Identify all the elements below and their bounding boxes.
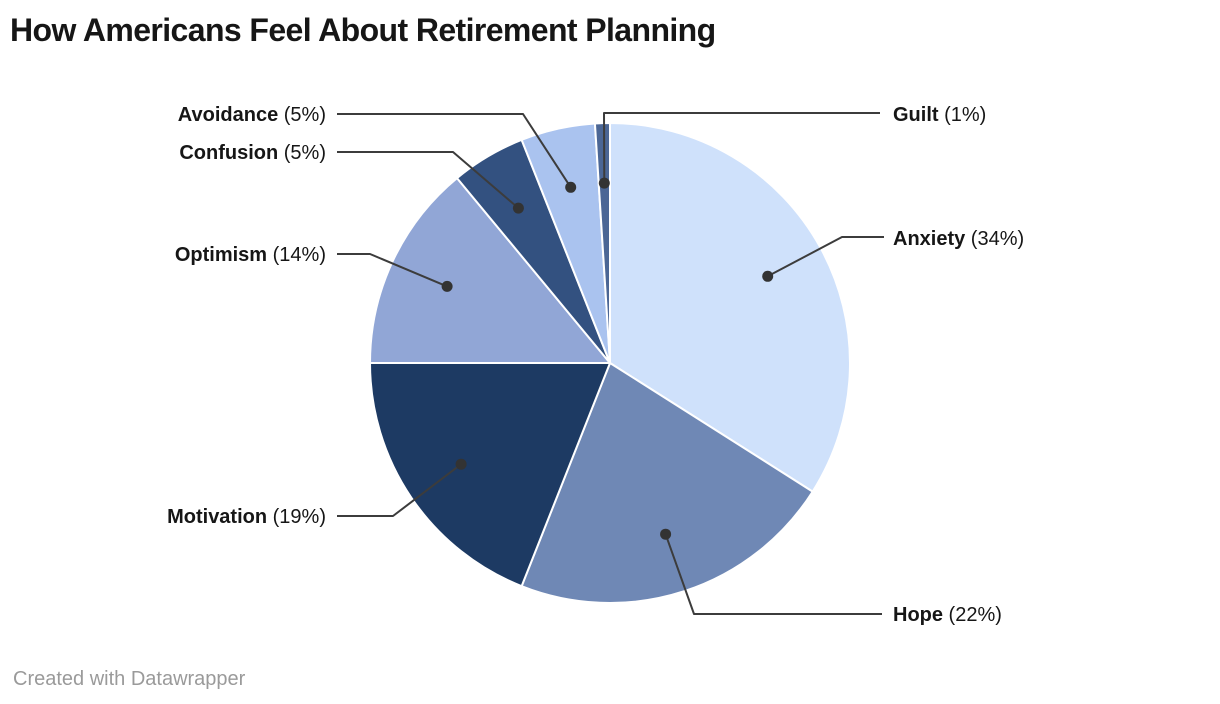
callout-dot-optimism xyxy=(441,280,453,292)
leader-line-hope xyxy=(664,533,882,615)
leader-line-guilt xyxy=(603,112,880,184)
pie-slice-optimism[interactable] xyxy=(369,177,611,364)
chart-title: How Americans Feel About Retirement Plan… xyxy=(10,12,716,48)
slice-label-avoidance: Avoidance (5%) xyxy=(178,104,326,126)
leader-line-avoidance xyxy=(337,113,572,188)
callout-dot-confusion xyxy=(512,202,524,214)
leader-line-anxiety xyxy=(767,236,884,278)
pie-slice-hope[interactable] xyxy=(520,362,814,605)
slice-label-optimism: Optimism (14%) xyxy=(175,244,326,266)
slice-label-motivation: Motivation (19%) xyxy=(167,506,326,528)
slice-label-guilt: Guilt (1%) xyxy=(893,104,986,126)
leader-line-confusion xyxy=(337,151,520,209)
callout-dot-motivation xyxy=(455,458,467,470)
callout-dot-anxiety xyxy=(762,270,774,282)
leader-line-motivation xyxy=(337,463,462,517)
attribution: Created with Datawrapper xyxy=(13,668,246,690)
slice-label-hope: Hope (22%) xyxy=(893,604,1002,626)
callout-dot-avoidance xyxy=(565,181,577,193)
pie-slice-motivation[interactable] xyxy=(369,362,611,588)
callout-dot-guilt xyxy=(598,177,610,189)
slice-label-anxiety: Anxiety (34%) xyxy=(893,228,1024,250)
callout-dot-hope xyxy=(660,528,672,540)
slice-label-confusion: Confusion (5%) xyxy=(179,142,326,164)
leader-line-optimism xyxy=(337,253,448,288)
